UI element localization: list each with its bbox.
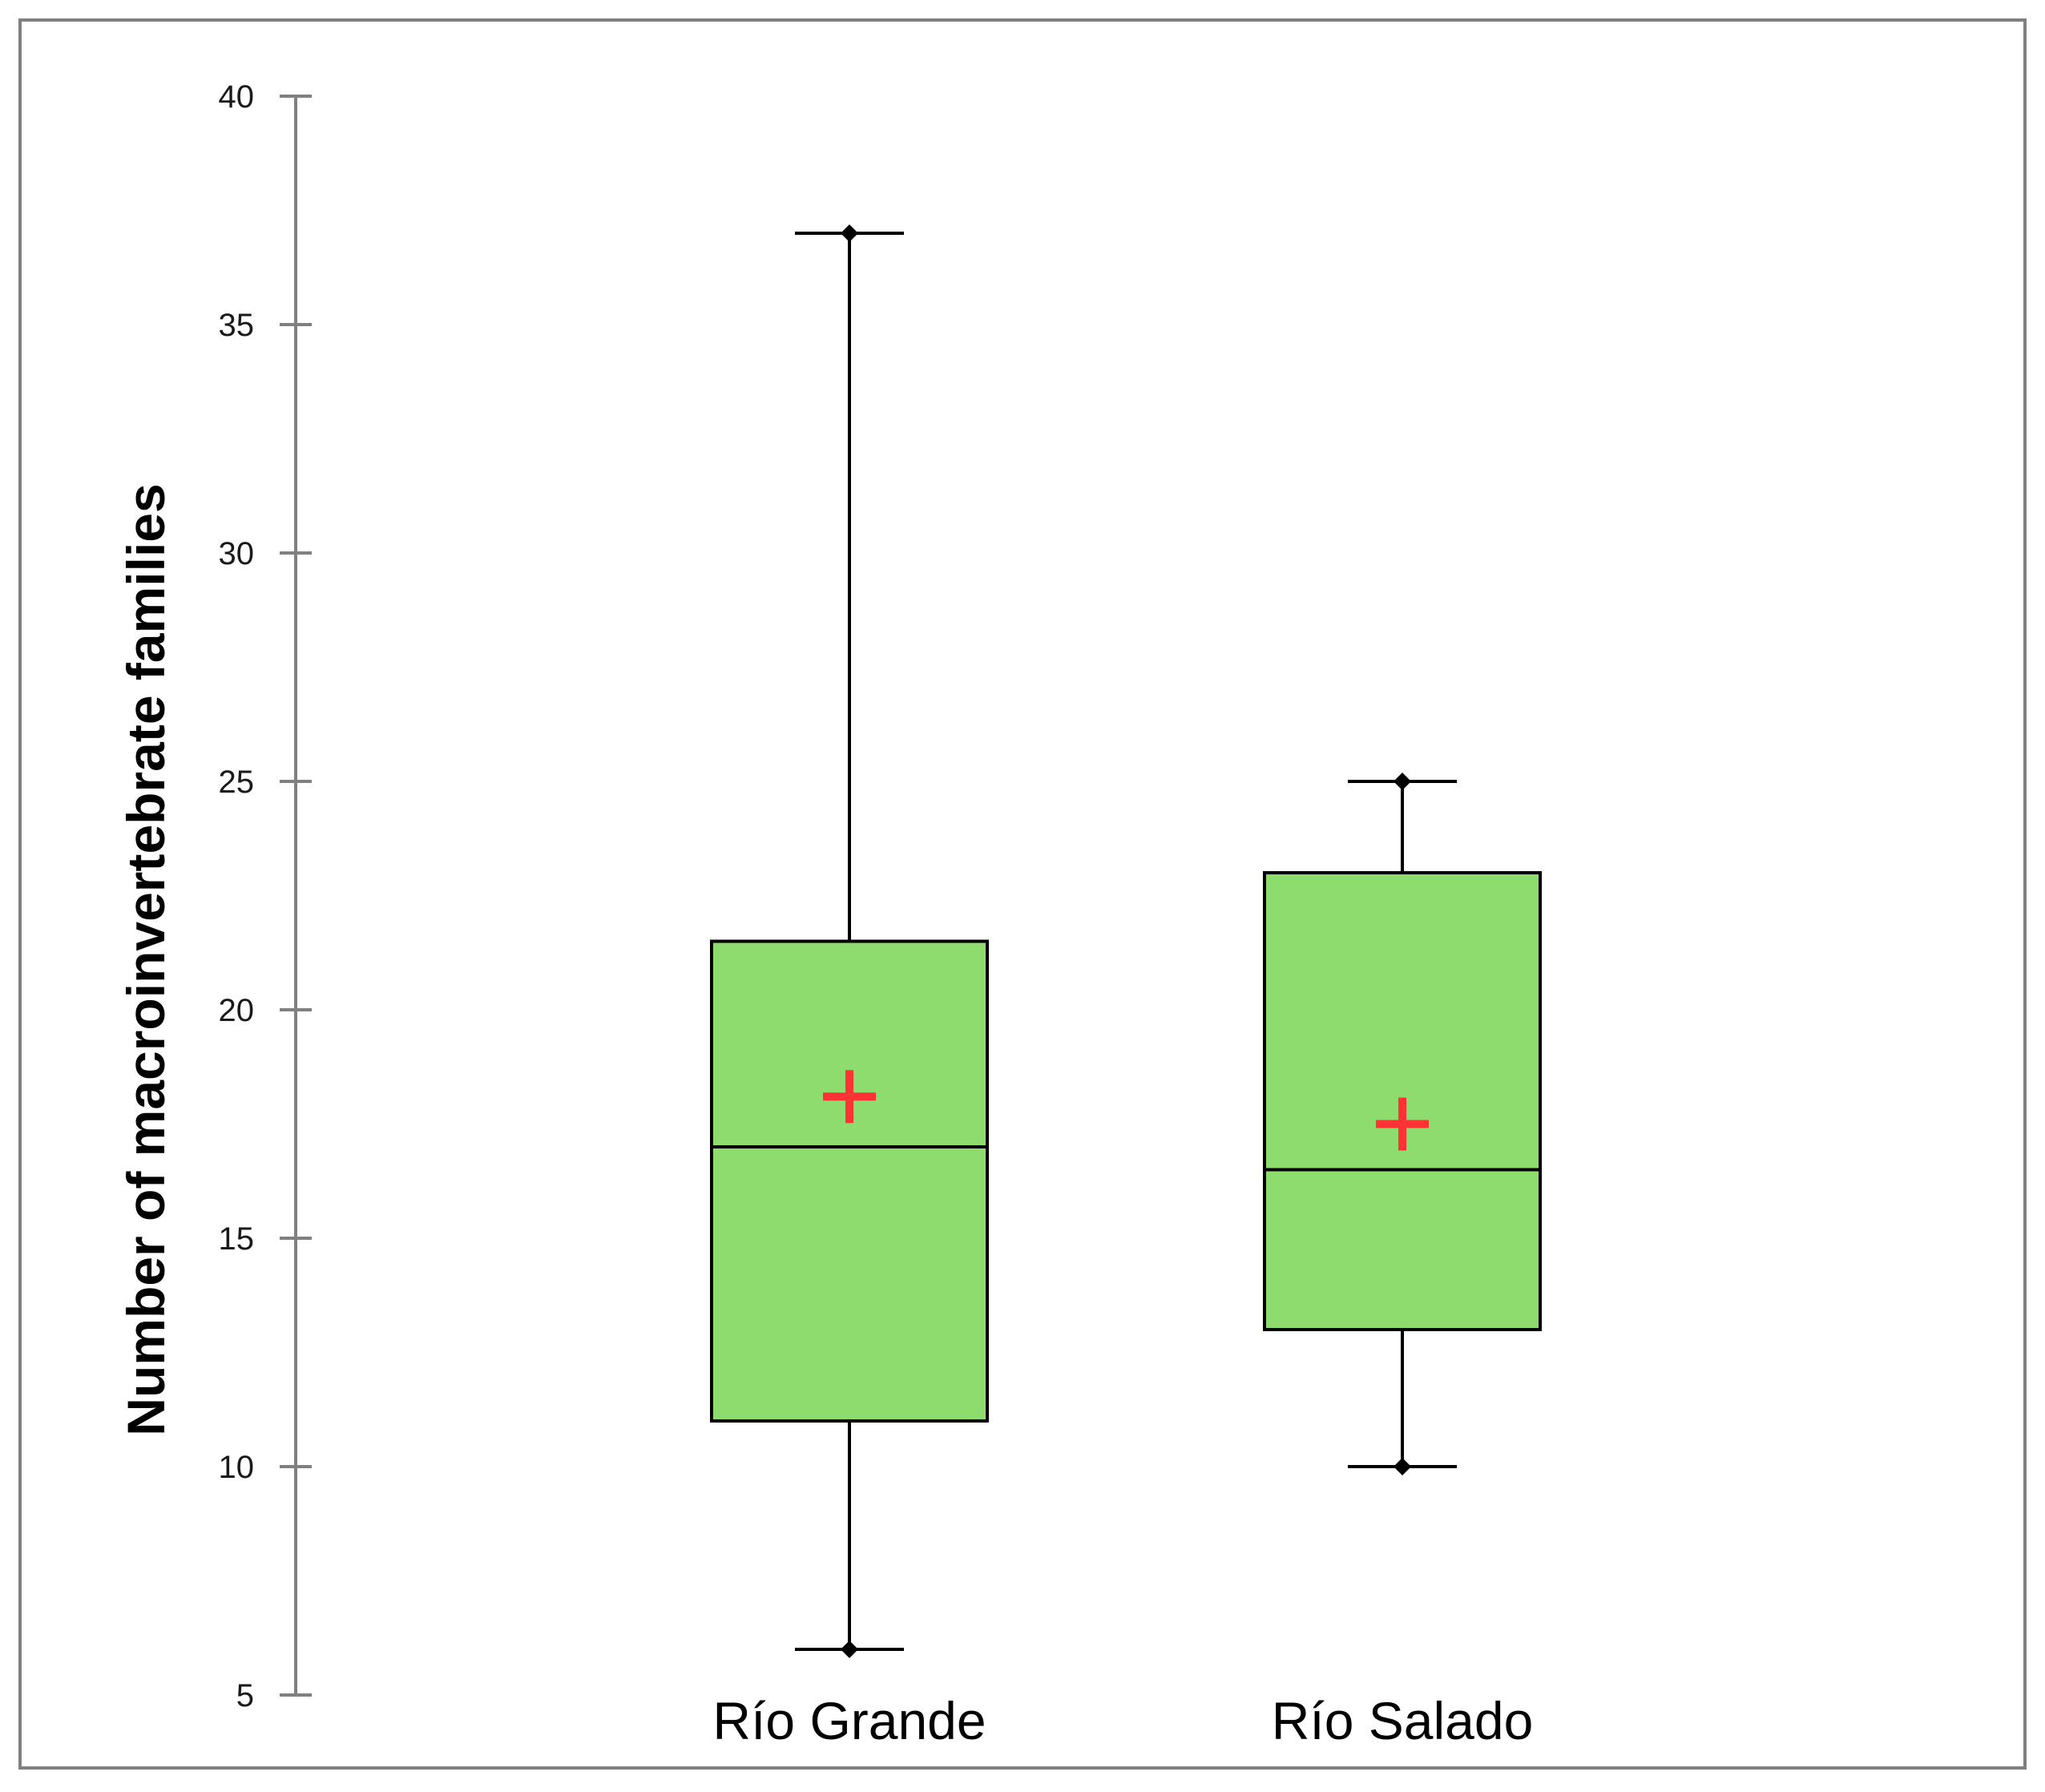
y-tick-label: 30 [219,536,255,571]
category-labels: Río Grande Río Salado [712,1691,1533,1750]
y-tick-label: 35 [219,308,255,343]
max-marker [1394,773,1411,790]
box-group [1263,773,1542,1475]
category-label: Río Salado [1272,1691,1534,1750]
box-series [710,224,1542,1658]
y-tick-label: 20 [219,993,255,1028]
y-axis-title: Number of macroinvertebrate families [116,483,175,1435]
chart-frame [18,18,2027,1770]
y-tick-label: 10 [219,1450,255,1485]
y-tick-label: 40 [219,79,255,115]
max-marker [841,224,858,242]
category-label: Río Grande [712,1691,986,1750]
y-tick-label: 15 [219,1221,255,1257]
min-marker [1394,1458,1411,1475]
box-group [710,224,989,1658]
min-marker [841,1641,858,1658]
iqr-box [710,939,989,1423]
y-tick-label: 5 [236,1678,254,1713]
y-axis-ticks: 5 10 15 20 25 30 35 40 [219,79,312,1713]
y-tick-label: 25 [219,765,255,800]
